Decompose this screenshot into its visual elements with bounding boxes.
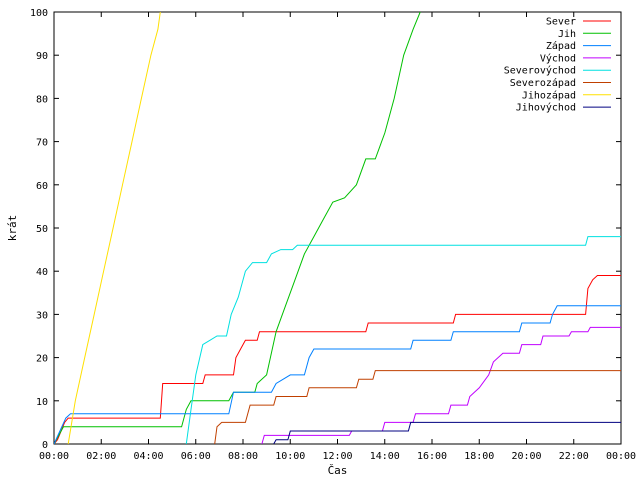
series-line-Východ: [261, 326, 621, 444]
legend-label: Západ: [546, 40, 576, 52]
series-lines: [54, 12, 621, 444]
legend-label: Jih: [558, 29, 576, 40]
x-tick-label: 20:00: [511, 451, 541, 462]
y-tick-label: 40: [36, 267, 48, 278]
series-line-Severozápad: [214, 370, 621, 444]
x-tick-label: 10:00: [275, 451, 305, 462]
y-tick-label: 90: [36, 51, 48, 62]
x-tick-label: 12:00: [322, 451, 352, 462]
series-line-Jihovýchod: [273, 421, 621, 444]
x-tick-label: 06:00: [181, 451, 211, 462]
axis-ticks: 0 10 20 30 40 50 60 70 80 90 100 00:00 02:00 04:00 06:…: [30, 8, 636, 462]
y-axis-label: krát: [6, 215, 19, 242]
series-line-Jihozápad: [67, 12, 161, 444]
x-tick-label: 00:00: [39, 451, 69, 462]
y-tick-label: 0: [42, 440, 48, 451]
legend-label: Severovýchod: [504, 65, 576, 77]
x-tick-label: 16:00: [417, 451, 447, 462]
legend-label: Severozápad: [510, 77, 576, 89]
x-axis-label: Čas: [328, 464, 348, 477]
series-line-Západ: [54, 305, 621, 444]
y-tick-label: 20: [36, 354, 48, 365]
y-tick-label: 60: [36, 181, 48, 192]
series-line-Sever: [54, 275, 621, 444]
legend-label: Sever: [546, 17, 576, 28]
y-tick-label: 80: [36, 94, 48, 105]
y-tick-label: 10: [36, 397, 48, 408]
series-line-Jih: [54, 12, 421, 444]
x-tick-label: 00:00: [606, 451, 636, 462]
x-tick-label: 02:00: [86, 451, 116, 462]
x-tick-label: 22:00: [559, 451, 589, 462]
y-tick-label: 50: [36, 224, 48, 235]
x-tick-label: 08:00: [228, 451, 258, 462]
x-tick-label: 04:00: [133, 451, 163, 462]
x-tick-label: 14:00: [370, 451, 400, 462]
series-line-Severovýchod: [185, 236, 621, 444]
y-tick-label: 30: [36, 310, 48, 321]
legend-label: Východ: [540, 52, 576, 64]
x-tick-label: 18:00: [464, 451, 494, 462]
y-tick-label: 100: [30, 8, 48, 19]
legend-label: Jihozápad: [522, 89, 576, 101]
y-tick-label: 70: [36, 138, 48, 149]
legend-label: Jihovýchod: [516, 102, 576, 114]
legend: SeverJihZápadVýchodSeverovýchodSeverozáp…: [504, 17, 611, 114]
plot-frame: [53, 11, 622, 445]
